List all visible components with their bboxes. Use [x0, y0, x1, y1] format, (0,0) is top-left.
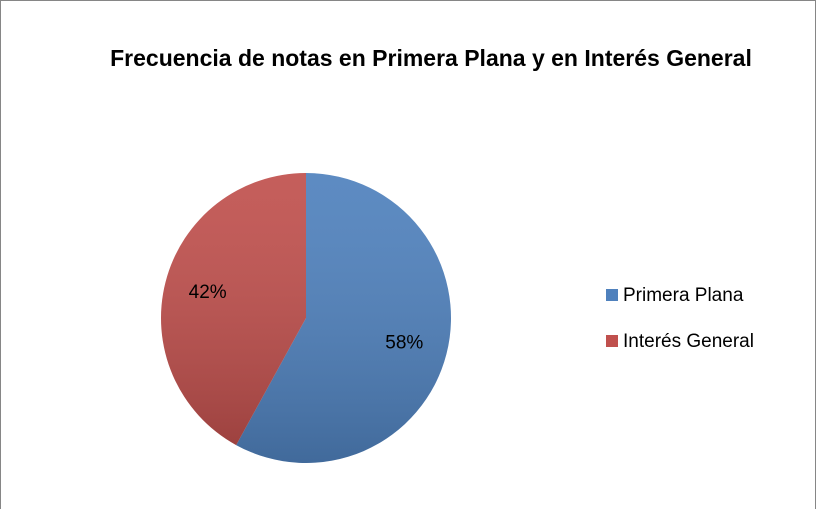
data-label: 42% [189, 282, 227, 303]
data-label: 58% [385, 332, 423, 353]
chart-title: Frecuencia de notas en Primera Plana y e… [110, 45, 752, 71]
legend-swatch [606, 289, 618, 301]
legend-label: Interés General [623, 331, 754, 352]
legend-swatch [606, 335, 618, 347]
legend-label: Primera Plana [623, 285, 744, 306]
